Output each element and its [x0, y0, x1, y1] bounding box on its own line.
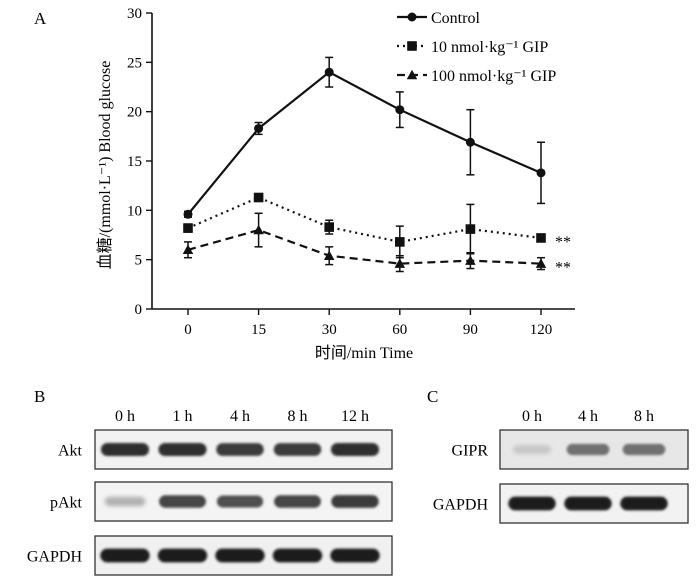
lane-label: 8 h: [288, 408, 308, 425]
blot-band: [216, 443, 264, 456]
y-tick-label: 0: [135, 302, 143, 318]
y-tick-label: 15: [127, 154, 142, 170]
lane-label: 4 h: [578, 408, 598, 425]
blot-band: [104, 496, 146, 507]
blot-row-label: pAkt: [50, 495, 83, 512]
blot-row-label: GIPR: [452, 443, 489, 460]
data-point: [536, 233, 546, 243]
data-point: [465, 255, 476, 265]
blot-band: [330, 442, 380, 457]
blot-band: [331, 495, 379, 508]
panel-label-a: A: [34, 9, 47, 28]
blood-glucose-chart: 0 5 10 15 20 25 30 0 15 30 60 90 120 ** ** Control 10 …: [96, 6, 575, 362]
panel-label-c: C: [427, 387, 438, 406]
y-tick-label: 20: [127, 105, 142, 121]
blot-row-label: Akt: [58, 443, 83, 460]
lane-label: 12 h: [341, 408, 369, 425]
y-tick-label: 25: [127, 55, 142, 71]
blot-band: [620, 496, 668, 511]
y-axis-title: 血糖/(mmol·L⁻¹) Blood glucose: [96, 61, 114, 270]
series-line: [187, 70, 542, 215]
western-blot-c: 0 h 4 h 8 h GIPR GAPDH: [433, 408, 689, 524]
data-point: [395, 237, 405, 247]
blot-band: [564, 496, 612, 511]
lane-label: 8 h: [634, 408, 654, 425]
data-point: [465, 137, 475, 147]
blot-band: [216, 495, 264, 508]
blot-row-label: GAPDH: [433, 497, 489, 514]
x-tick-label: 90: [463, 322, 478, 338]
lane-label: 1 h: [173, 408, 193, 425]
data-point: [183, 223, 193, 233]
x-tick-label: 60: [392, 322, 407, 338]
chart-legend: Control 10 nmol·kg⁻¹ GIP 100 nmol·kg⁻¹ GIP: [397, 10, 556, 85]
data-point: [324, 67, 334, 77]
data-point: [407, 12, 417, 22]
blot-band: [157, 548, 208, 563]
data-point: [465, 224, 476, 234]
y-tick-label: 10: [127, 203, 142, 219]
data-point: [535, 258, 547, 268]
blot-band: [100, 442, 150, 457]
significance-annotation: **: [555, 260, 571, 277]
data-point: [395, 105, 405, 115]
data-point: [324, 222, 334, 232]
blot-band: [274, 495, 321, 508]
significance-annotation: **: [555, 234, 571, 251]
panel-label-b: B: [34, 387, 45, 406]
series-1: [183, 56, 546, 219]
legend-label: 10 nmol·kg⁻¹ GIP: [431, 39, 548, 56]
data-point: [253, 224, 264, 235]
blot-band: [513, 445, 551, 454]
x-axis-title: 时间/min Time: [315, 344, 413, 362]
x-tick-label: 0: [184, 322, 192, 338]
series-line: [187, 228, 542, 265]
data-point: [253, 192, 264, 203]
blot-band: [100, 548, 150, 563]
x-tick-label: 15: [251, 322, 266, 338]
chart-series: ** **: [182, 56, 571, 277]
blot-band: [272, 548, 323, 563]
legend-label: Control: [431, 10, 480, 27]
data-point: [536, 168, 546, 178]
x-tick-label: 30: [322, 322, 337, 338]
blot-band: [566, 443, 610, 456]
data-point: [183, 209, 193, 219]
chart-axes: 0 5 10 15 20 25 30 0 15 30 60 90 120: [127, 6, 575, 338]
blot-band: [215, 548, 265, 563]
blot-row-label: GAPDH: [27, 549, 83, 566]
lane-label: 4 h: [230, 408, 250, 425]
data-point: [394, 258, 406, 268]
data-point: [407, 41, 417, 51]
y-tick-label: 5: [135, 253, 143, 269]
blot-band: [330, 548, 380, 563]
western-blot-b: 0 h 1 h 4 h 8 h 12 h Akt pAkt GAPDH: [27, 408, 393, 576]
series-2: **: [183, 192, 571, 259]
lane-label: 0 h: [115, 408, 135, 425]
blot-band: [159, 495, 206, 508]
legend-label: 100 nmol·kg⁻¹ GIP: [431, 68, 556, 85]
series-3: **: [182, 212, 571, 277]
lane-label: 0 h: [522, 408, 542, 425]
data-point: [406, 69, 418, 80]
data-point: [323, 250, 335, 260]
blot-band: [622, 443, 666, 456]
blot-band: [273, 443, 322, 456]
data-point: [254, 123, 264, 133]
blot-band: [508, 496, 556, 511]
x-tick-label: 120: [530, 322, 553, 338]
data-point: [182, 244, 194, 255]
blot-band: [158, 442, 207, 457]
y-tick-label: 30: [127, 6, 142, 22]
